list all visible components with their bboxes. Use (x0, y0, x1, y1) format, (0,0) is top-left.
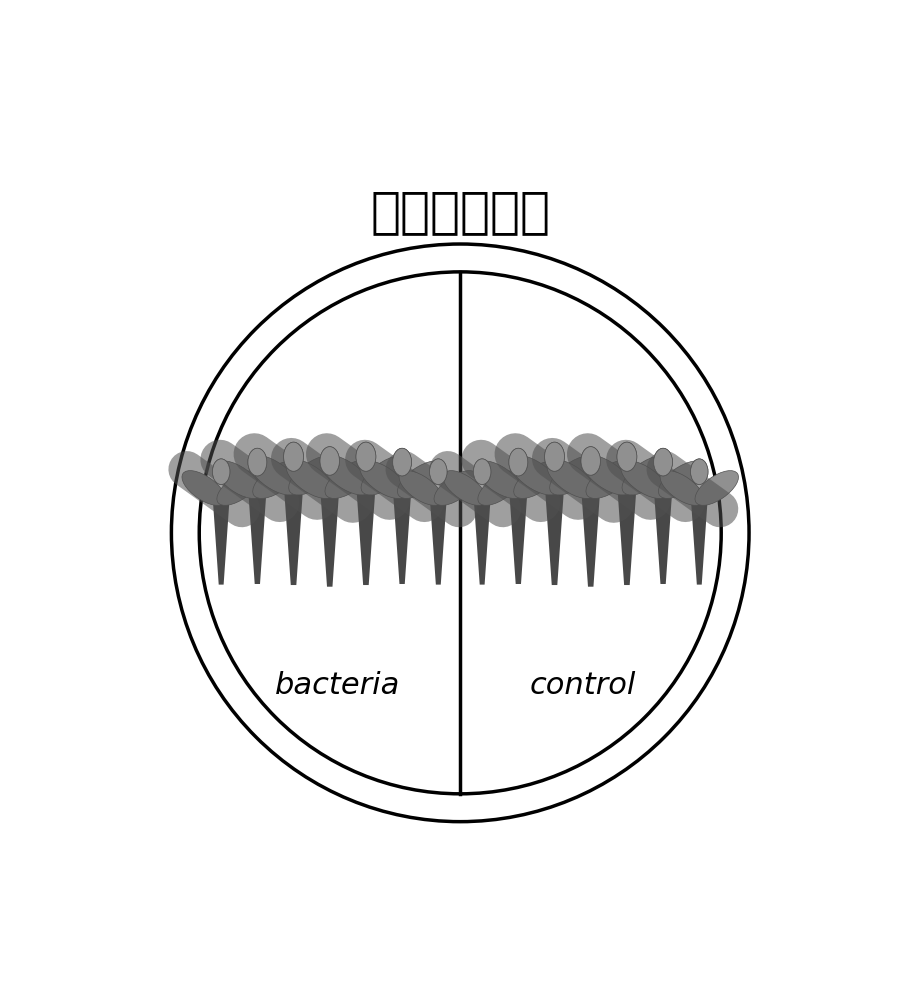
Ellipse shape (617, 442, 637, 471)
Ellipse shape (356, 442, 376, 471)
Ellipse shape (325, 460, 374, 498)
Ellipse shape (691, 459, 708, 484)
Ellipse shape (252, 461, 300, 498)
Ellipse shape (617, 442, 637, 471)
Ellipse shape (658, 461, 706, 498)
Ellipse shape (429, 459, 447, 484)
Ellipse shape (392, 448, 411, 476)
Ellipse shape (286, 460, 335, 498)
Ellipse shape (284, 442, 304, 471)
Polygon shape (618, 495, 636, 585)
Ellipse shape (356, 442, 376, 471)
Ellipse shape (654, 448, 673, 476)
Text: 透气胶带封口: 透气胶带封口 (370, 188, 550, 236)
Ellipse shape (249, 456, 298, 495)
Ellipse shape (443, 471, 487, 505)
Ellipse shape (473, 459, 491, 484)
Ellipse shape (509, 448, 528, 476)
Text: control: control (530, 671, 636, 700)
Text: bacteria: bacteria (275, 671, 401, 700)
Ellipse shape (217, 471, 260, 505)
Ellipse shape (392, 448, 411, 476)
Ellipse shape (550, 456, 599, 495)
Ellipse shape (691, 459, 708, 484)
Ellipse shape (514, 461, 560, 498)
Ellipse shape (654, 448, 673, 476)
Polygon shape (582, 498, 600, 587)
Polygon shape (430, 505, 446, 585)
Ellipse shape (544, 442, 565, 471)
Ellipse shape (473, 459, 491, 484)
Ellipse shape (622, 456, 672, 495)
Ellipse shape (510, 456, 559, 495)
Ellipse shape (182, 471, 225, 505)
Ellipse shape (248, 448, 267, 476)
Ellipse shape (320, 447, 339, 475)
Polygon shape (357, 495, 375, 585)
Ellipse shape (695, 471, 738, 505)
Ellipse shape (213, 459, 230, 484)
Polygon shape (213, 505, 229, 585)
Ellipse shape (509, 448, 528, 476)
Ellipse shape (399, 471, 443, 505)
Polygon shape (474, 505, 490, 585)
Polygon shape (655, 498, 672, 584)
Ellipse shape (360, 461, 407, 498)
Ellipse shape (434, 471, 478, 505)
Polygon shape (545, 495, 564, 585)
Ellipse shape (478, 471, 522, 505)
Ellipse shape (321, 456, 371, 495)
Ellipse shape (585, 460, 634, 498)
Ellipse shape (476, 461, 523, 498)
Ellipse shape (215, 461, 262, 498)
Ellipse shape (398, 461, 445, 498)
Ellipse shape (660, 471, 703, 505)
Ellipse shape (288, 456, 338, 495)
Ellipse shape (284, 442, 304, 471)
Polygon shape (285, 495, 303, 585)
Ellipse shape (583, 456, 632, 495)
Ellipse shape (581, 447, 601, 475)
Ellipse shape (429, 459, 447, 484)
Ellipse shape (544, 442, 565, 471)
Polygon shape (510, 498, 527, 584)
Polygon shape (393, 498, 410, 584)
Ellipse shape (547, 460, 595, 498)
Polygon shape (249, 498, 266, 584)
Polygon shape (321, 498, 339, 587)
Ellipse shape (248, 448, 267, 476)
Ellipse shape (361, 456, 410, 495)
Ellipse shape (621, 461, 668, 498)
Polygon shape (691, 505, 708, 585)
Ellipse shape (320, 447, 339, 475)
Ellipse shape (213, 459, 230, 484)
Ellipse shape (581, 447, 601, 475)
